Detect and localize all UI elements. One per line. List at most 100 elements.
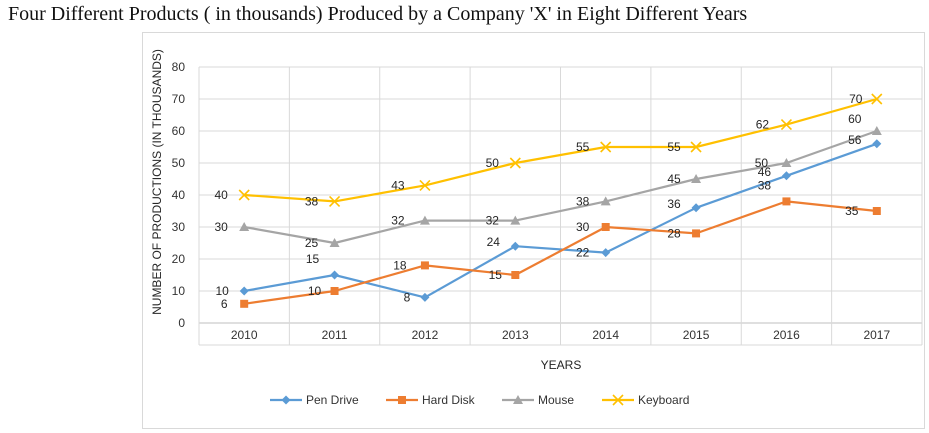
data-label-hard-disk-2012: 18 [393, 258, 407, 272]
point-mouse-2014 [600, 196, 611, 206]
point-pen-drive-2015 [691, 203, 701, 213]
data-label-keyboard-2012: 43 [391, 178, 405, 192]
x-tick-label-2013: 2013 [502, 328, 529, 342]
point-keyboard-2015 [690, 141, 702, 153]
data-label-mouse-2011: 25 [305, 236, 319, 250]
series-line-pen-drive [243, 142, 878, 299]
data-label-keyboard-2015: 55 [667, 140, 681, 154]
data-label-pen-drive-2017: 56 [848, 133, 862, 147]
point-mouse-2015 [691, 174, 702, 183]
data-label-mouse-2015: 45 [667, 172, 681, 186]
data-label-hard-disk-2013: 15 [489, 268, 503, 282]
series-line-mouse [243, 129, 878, 245]
data-label-pen-drive-2010: 10 [216, 284, 230, 298]
point-keyboard-2010 [238, 189, 250, 201]
point-keyboard-2010-b [238, 189, 250, 201]
legend-marker-hard-disk [398, 396, 406, 404]
y-tick-label-0: 0 [178, 316, 185, 330]
point-mouse-2017 [871, 126, 882, 135]
point-hard-disk-2012 [420, 261, 429, 270]
point-hard-disk-2013 [511, 271, 520, 279]
x-axis-title: YEARS [541, 358, 582, 372]
x-tick-label-2014: 2014 [592, 328, 619, 342]
point-keyboard-2012 [419, 179, 431, 191]
x-tick-label-2010: 2010 [231, 328, 258, 342]
y-tick-label-60: 60 [172, 124, 186, 138]
legend-label-pen-drive: Pen Drive [306, 393, 359, 407]
y-tick-label-20: 20 [172, 252, 186, 266]
point-pen-drive-2012 [420, 292, 430, 302]
x-tick-label-2012: 2012 [412, 328, 439, 342]
legend-label-mouse: Mouse [538, 393, 574, 407]
gridlines [198, 66, 923, 346]
series-line-keyboard [244, 97, 878, 203]
point-hard-disk-2011 [330, 287, 339, 295]
legend-marker-keyboard [612, 394, 624, 406]
data-label-pen-drive-2012: 8 [404, 290, 411, 304]
data-label-hard-disk-2010: 6 [221, 297, 228, 311]
point-keyboard-2012-b [419, 179, 431, 191]
data-label-mouse-2012: 32 [391, 214, 405, 228]
point-keyboard-2011-b [328, 195, 341, 207]
x-tick-label-2017: 2017 [863, 328, 890, 342]
point-mouse-2012 [419, 215, 430, 225]
point-pen-drive-2016 [781, 171, 791, 181]
point-pen-drive-2014 [601, 248, 611, 258]
data-label-pen-drive-2013: 24 [487, 235, 501, 249]
chart-title: Four Different Products ( in thousands) … [8, 3, 748, 25]
data-label-pen-drive-2011: 15 [306, 252, 320, 266]
point-keyboard-2016 [780, 119, 793, 131]
legend-item-pen-drive: Pen Drive [270, 393, 359, 407]
point-pen-drive-2013 [510, 241, 520, 251]
point-keyboard-2013 [509, 157, 521, 169]
y-tick-label-30: 30 [172, 220, 186, 234]
point-keyboard-2016-b [780, 119, 793, 131]
point-hard-disk-2014 [601, 223, 610, 231]
point-hard-disk-2016 [782, 197, 791, 206]
point-keyboard-2014-b [600, 141, 612, 153]
point-keyboard-2014 [600, 141, 612, 153]
point-keyboard-2017 [871, 93, 883, 105]
data-label-keyboard-2016: 62 [756, 118, 770, 132]
point-keyboard-2013-b [509, 157, 521, 169]
point-hard-disk-2010 [240, 299, 249, 308]
data-label-hard-disk-2015: 28 [667, 226, 681, 240]
data-label-pen-drive-2016: 46 [758, 165, 772, 179]
data-label-mouse-2017: 60 [848, 112, 862, 126]
point-keyboard-2011 [328, 195, 341, 207]
data-label-mouse-2013: 32 [486, 214, 500, 228]
legend-marker-pen-drive [281, 395, 291, 405]
series-lines [238, 93, 883, 308]
data-label-hard-disk-2011: 10 [308, 284, 322, 298]
data-label-hard-disk-2014: 30 [576, 220, 590, 234]
legend-label-keyboard: Keyboard [638, 393, 689, 407]
point-pen-drive-2017 [872, 139, 882, 149]
point-mouse-2010 [239, 222, 250, 231]
point-hard-disk-2015 [692, 229, 701, 238]
y-tick-label-70: 70 [172, 92, 186, 106]
x-tick-label-2015: 2015 [683, 328, 710, 342]
y-tick-label-80: 80 [172, 60, 186, 74]
point-mouse-2013 [510, 215, 521, 225]
data-label-mouse-2016: 50 [755, 156, 769, 170]
data-label-hard-disk-2016: 38 [758, 178, 772, 192]
point-mouse-2016 [781, 158, 792, 167]
legend-item-mouse: Mouse [502, 393, 574, 407]
legend-marker-mouse [513, 395, 523, 404]
legend-item-keyboard: Keyboard [602, 393, 689, 407]
data-label-keyboard-2017: 70 [849, 92, 863, 106]
data-label-keyboard-2011: 38 [305, 194, 319, 208]
point-pen-drive-2011 [330, 270, 340, 280]
point-keyboard-2017-b [871, 93, 883, 105]
data-label-mouse-2014: 38 [576, 194, 590, 208]
series-line-hard-disk [244, 200, 877, 305]
data-label-keyboard-2014: 55 [576, 140, 590, 154]
legend-marker-keyboard-b [612, 394, 624, 406]
legend-item-hard-disk: Hard Disk [386, 393, 476, 407]
y-tick-label-50: 50 [172, 156, 186, 170]
data-label-pen-drive-2014: 22 [576, 246, 590, 260]
point-hard-disk-2017 [872, 207, 881, 215]
x-tick-label-2011: 2011 [322, 328, 348, 342]
